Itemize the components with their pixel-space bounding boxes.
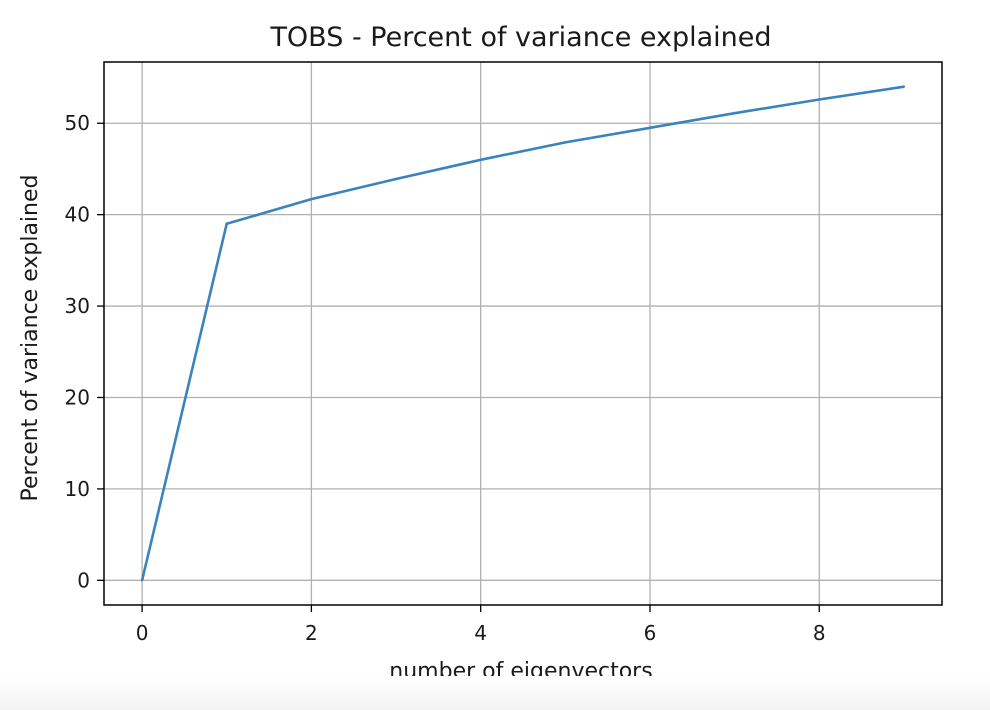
y-tick-label: 40 xyxy=(65,203,90,227)
ticks: 0 2 4 6 8 0 10 20 30 40 50 xyxy=(65,111,826,645)
x-tick-label: 4 xyxy=(474,621,487,645)
data-point xyxy=(648,126,652,130)
data-point xyxy=(310,197,313,201)
y-axis-label: Percent of variance explained xyxy=(18,175,43,502)
x-tick-label: 0 xyxy=(136,621,149,645)
chart-title: TOBS - Percent of variance explained xyxy=(269,22,771,53)
series-line xyxy=(140,85,905,581)
y-tick-label: 20 xyxy=(65,385,90,409)
data-point xyxy=(818,98,821,101)
data-point xyxy=(902,85,906,88)
x-tick-label: 6 xyxy=(644,621,657,645)
data-point xyxy=(140,579,144,582)
y-tick-label: 0 xyxy=(77,568,90,592)
y-tick-label: 30 xyxy=(65,294,90,318)
y-tick-label: 50 xyxy=(65,111,90,135)
y-tick-label: 10 xyxy=(65,477,90,501)
data-point xyxy=(733,111,736,115)
data-point xyxy=(564,141,567,144)
series-layer xyxy=(140,85,906,582)
data-point xyxy=(394,177,398,181)
plot-frame xyxy=(103,61,943,606)
x-axis-label: number of eigenvectors xyxy=(389,659,652,684)
data-point xyxy=(225,222,228,226)
x-tick-label: 2 xyxy=(305,621,318,645)
x-tick-label: 8 xyxy=(813,621,826,645)
grid xyxy=(104,62,942,605)
data-point xyxy=(479,158,482,162)
